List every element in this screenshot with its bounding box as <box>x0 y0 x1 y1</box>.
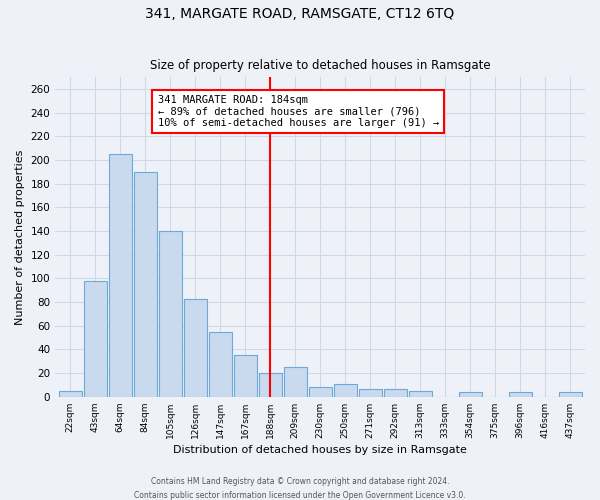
Bar <box>458 392 482 397</box>
Bar <box>359 388 382 397</box>
Bar <box>109 154 131 397</box>
Y-axis label: Number of detached properties: Number of detached properties <box>15 150 25 325</box>
Bar <box>233 356 257 397</box>
Bar <box>59 391 82 397</box>
Bar <box>509 392 532 397</box>
Bar <box>308 388 332 397</box>
Bar <box>184 298 206 397</box>
Bar <box>334 384 356 397</box>
Text: 341, MARGATE ROAD, RAMSGATE, CT12 6TQ: 341, MARGATE ROAD, RAMSGATE, CT12 6TQ <box>145 8 455 22</box>
Bar <box>284 367 307 397</box>
X-axis label: Distribution of detached houses by size in Ramsgate: Distribution of detached houses by size … <box>173 445 467 455</box>
Text: 341 MARGATE ROAD: 184sqm
← 89% of detached houses are smaller (796)
10% of semi-: 341 MARGATE ROAD: 184sqm ← 89% of detach… <box>158 95 439 128</box>
Bar <box>259 373 281 397</box>
Bar <box>409 391 431 397</box>
Bar <box>383 388 407 397</box>
Bar <box>83 281 107 397</box>
Text: Contains HM Land Registry data © Crown copyright and database right 2024.
Contai: Contains HM Land Registry data © Crown c… <box>134 478 466 500</box>
Bar <box>158 231 182 397</box>
Bar <box>209 332 232 397</box>
Bar <box>134 172 157 397</box>
Title: Size of property relative to detached houses in Ramsgate: Size of property relative to detached ho… <box>150 59 490 72</box>
Bar <box>559 392 581 397</box>
